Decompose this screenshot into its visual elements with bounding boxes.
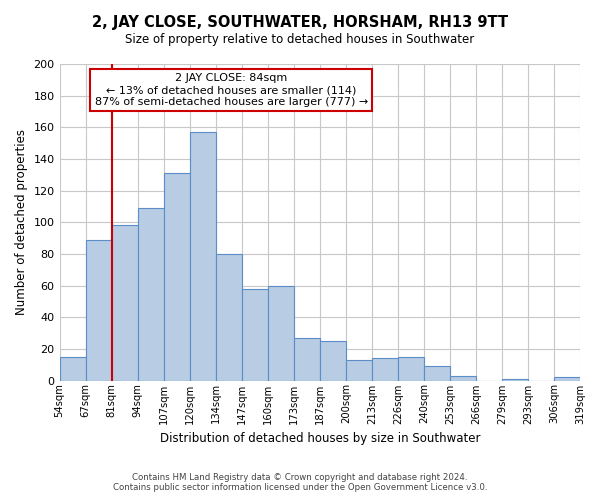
Bar [137,208,164,380]
Bar [215,254,242,380]
Bar [502,379,528,380]
Bar [59,357,86,380]
Text: Contains HM Land Registry data © Crown copyright and database right 2024.
Contai: Contains HM Land Registry data © Crown c… [113,473,487,492]
Text: Size of property relative to detached houses in Southwater: Size of property relative to detached ho… [125,32,475,46]
Bar [112,226,137,380]
Bar [346,360,372,380]
Bar [190,132,215,380]
Text: 2, JAY CLOSE, SOUTHWATER, HORSHAM, RH13 9TT: 2, JAY CLOSE, SOUTHWATER, HORSHAM, RH13 … [92,15,508,30]
Bar [372,358,398,380]
Y-axis label: Number of detached properties: Number of detached properties [15,130,28,316]
Bar [268,286,294,380]
Bar [164,173,190,380]
Bar [424,366,450,380]
Bar [294,338,320,380]
Text: 2 JAY CLOSE: 84sqm
← 13% of detached houses are smaller (114)
87% of semi-detach: 2 JAY CLOSE: 84sqm ← 13% of detached hou… [95,74,368,106]
Bar [398,357,424,380]
X-axis label: Distribution of detached houses by size in Southwater: Distribution of detached houses by size … [160,432,480,445]
Bar [320,341,346,380]
Bar [242,288,268,380]
Bar [554,378,580,380]
Bar [86,240,112,380]
Bar [450,376,476,380]
